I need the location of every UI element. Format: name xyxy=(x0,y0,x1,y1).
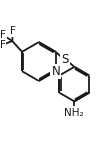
Text: N: N xyxy=(51,65,60,78)
Text: F: F xyxy=(10,26,16,36)
Text: NH₂: NH₂ xyxy=(65,108,84,118)
Text: S: S xyxy=(61,53,69,66)
Text: F: F xyxy=(0,40,5,50)
Text: F: F xyxy=(0,30,6,40)
